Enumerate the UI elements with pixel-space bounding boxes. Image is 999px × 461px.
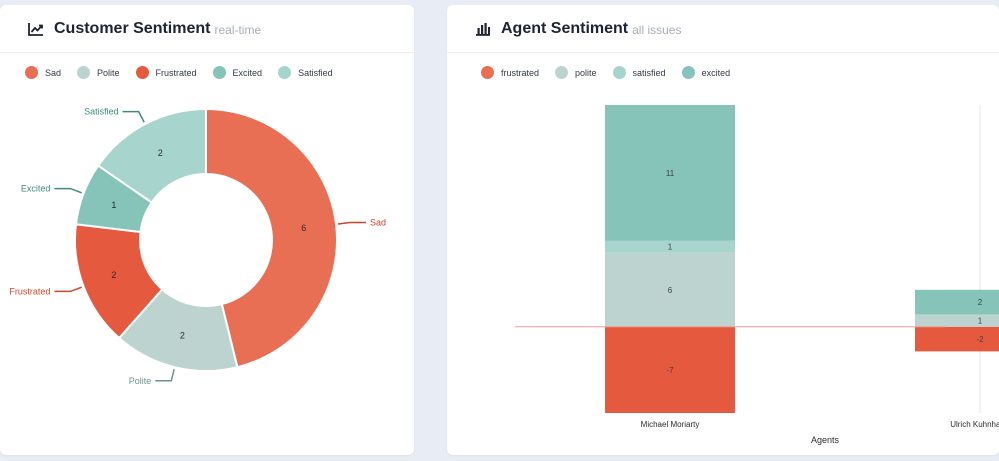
donut-callout-satisfied: Satisfied bbox=[84, 107, 119, 117]
legend-label-polite: polite bbox=[575, 67, 597, 78]
donut-leader-frustrated bbox=[54, 286, 82, 293]
legend-item-excited[interactable]: Excited bbox=[212, 66, 263, 79]
bar-segment-polite[interactable] bbox=[915, 314, 999, 327]
legend-item-excited[interactable]: excited bbox=[681, 66, 731, 79]
customer-sentiment-header: Customer Sentiment real-time bbox=[0, 5, 414, 53]
legend-item-satisfied[interactable]: satisfied bbox=[612, 66, 666, 79]
donut-callout-polite: Polite bbox=[129, 376, 152, 386]
bar-value-label: 11 bbox=[666, 169, 675, 178]
legend-item-satisfied[interactable]: Satisfied bbox=[278, 66, 333, 79]
customer-sentiment-title: Customer Sentiment bbox=[54, 19, 211, 37]
bar-value-label: 2 bbox=[978, 298, 983, 307]
legend-swatch-satisfied bbox=[278, 66, 292, 79]
bar-value-label: -7 bbox=[666, 366, 674, 375]
donut-leader-sad bbox=[337, 221, 366, 225]
customer-sentiment-card: Customer Sentiment real-time Sad Polite Fr… bbox=[0, 5, 414, 455]
x-axis-title: Agents bbox=[811, 435, 840, 445]
bar-segment-frustrated[interactable] bbox=[605, 326, 735, 413]
legend-label-sad: Sad bbox=[45, 67, 62, 78]
donut-value-label-sad: 6 bbox=[301, 223, 306, 233]
legend-swatch-frustrated bbox=[135, 66, 149, 79]
bar-legend: frustrated polite satisfied excited bbox=[481, 66, 746, 79]
legend-label-polite: Polite bbox=[97, 67, 120, 78]
legend-swatch-polite bbox=[555, 66, 569, 79]
bar-segment-satisfied[interactable] bbox=[605, 240, 735, 253]
donut-value-label-frustrated: 2 bbox=[111, 270, 116, 280]
bar-segment-excited[interactable] bbox=[605, 105, 735, 241]
legend-item-polite[interactable]: polite bbox=[555, 66, 597, 79]
agent-sentiment-subtitle: all issues bbox=[632, 23, 682, 37]
bar-chart-icon bbox=[475, 22, 491, 36]
bar-segment-frustrated[interactable] bbox=[915, 326, 999, 352]
donut-slice-sad[interactable] bbox=[205, 107, 338, 369]
legend-swatch-frustrated bbox=[481, 66, 494, 79]
legend-swatch-sad bbox=[25, 66, 38, 79]
x-tick-label: Michael Moriarty bbox=[641, 420, 700, 429]
donut-leader-polite bbox=[155, 368, 175, 382]
customer-sentiment-subtitle: real-time bbox=[214, 23, 262, 37]
bar-value-label: 1 bbox=[978, 317, 983, 326]
legend-swatch-satisfied bbox=[612, 66, 626, 79]
donut-slice-satisfied[interactable] bbox=[96, 107, 207, 204]
donut-callout-sad: Sad bbox=[370, 218, 386, 228]
donut-leader-satisfied bbox=[122, 110, 145, 123]
legend-label-excited: excited bbox=[701, 67, 731, 78]
legend-label-satisfied: Satisfied bbox=[298, 67, 333, 78]
legend-item-polite[interactable]: Polite bbox=[77, 66, 120, 79]
donut-legend: Sad Polite Frustrated Excited Satisfied bbox=[25, 66, 349, 79]
donut-leader-excited bbox=[54, 187, 82, 194]
bar-value-label: 1 bbox=[668, 243, 673, 252]
legend-item-frustrated[interactable]: Frustrated bbox=[135, 66, 197, 79]
legend-label-excited: Excited bbox=[232, 67, 263, 78]
legend-item-sad[interactable]: Sad bbox=[25, 66, 61, 79]
legend-label-frustrated: Frustrated bbox=[155, 67, 197, 78]
bar-segment-polite[interactable] bbox=[605, 252, 735, 327]
bar-value-label: 6 bbox=[668, 286, 673, 295]
legend-label-satisfied: satisfied bbox=[632, 67, 666, 78]
bar-segment-excited[interactable] bbox=[915, 289, 999, 315]
donut-chart: 6 Sad 2 Polite 2 Frustrated 1 Excited 2 Satisfied bbox=[9, 107, 386, 386]
donut-value-label-excited: 1 bbox=[111, 200, 116, 210]
donut-callout-excited: Excited bbox=[21, 184, 51, 194]
agent-sentiment-card: Agent Sentiment all issues frustrated pol… bbox=[447, 5, 999, 455]
legend-swatch-excited bbox=[212, 66, 226, 79]
legend-swatch-excited bbox=[681, 66, 695, 79]
bar-value-label: -2 bbox=[976, 335, 984, 344]
donut-value-label-polite: 2 bbox=[180, 331, 185, 341]
donut-value-label-satisfied: 2 bbox=[158, 148, 163, 158]
agent-sentiment-title: Agent Sentiment bbox=[501, 19, 629, 37]
line-chart-icon bbox=[28, 22, 44, 36]
agent-sentiment-header: Agent Sentiment all issues bbox=[447, 5, 999, 53]
legend-label-frustrated: frustrated bbox=[501, 67, 540, 78]
donut-callout-frustrated: Frustrated bbox=[9, 286, 50, 296]
legend-swatch-polite bbox=[77, 66, 91, 79]
x-tick-label: Ulrich Kuhnhardt bbox=[950, 420, 999, 429]
legend-item-frustrated[interactable]: frustrated bbox=[481, 66, 539, 79]
